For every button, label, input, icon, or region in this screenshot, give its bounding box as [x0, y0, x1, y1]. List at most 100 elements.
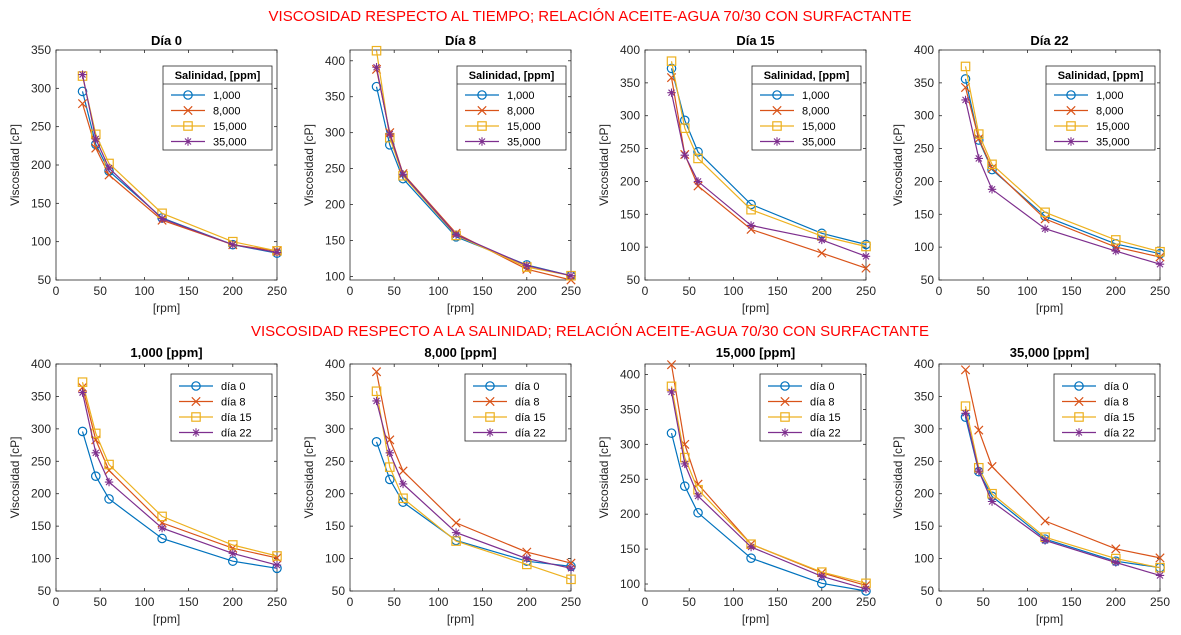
y-axis-label: Viscosidad [cP]: [597, 437, 611, 519]
data-point: [398, 170, 408, 179]
data-point: [693, 491, 703, 501]
legend-entry: día 8: [1104, 397, 1128, 409]
data-point: [1040, 207, 1050, 218]
series-line: [375, 400, 572, 569]
subplot-7: 15,000 [ppm] 0 50 100 150 200 250 100 150 200 250 3…: [597, 345, 876, 626]
x-tick-label: 150: [473, 284, 493, 298]
legend-box: [170, 373, 273, 442]
x-tick-label: 200: [1106, 284, 1126, 298]
subplot-8: 35,000 [ppm]0 50 100 150 200 2505010015020025…: [891, 345, 1170, 626]
legend-box: [1053, 373, 1156, 442]
data-point: [451, 518, 461, 528]
x-tick-label: 50: [94, 595, 108, 609]
x-tick-label: 50: [388, 284, 402, 298]
data-point: [1155, 553, 1165, 563]
y-tick-label: 200: [325, 487, 345, 501]
legend-entry: día 0: [515, 381, 539, 393]
data-point: [1155, 246, 1165, 257]
legend-marker: [1074, 428, 1084, 437]
y-tick-label: 150: [31, 196, 51, 210]
x-tick-label: 200: [223, 595, 243, 609]
legend-marker: [1066, 90, 1076, 100]
x-tick-label: 200: [517, 284, 537, 298]
x-tick-label: 200: [517, 595, 537, 609]
legend-entry: día 0: [810, 381, 834, 393]
y-tick-label: 50: [921, 273, 935, 287]
legend-marker: [1074, 412, 1084, 422]
y-tick-label: 50: [38, 273, 52, 287]
data-point: [746, 199, 756, 210]
data-point: [272, 560, 282, 570]
x-axis-label: [rpm]: [742, 612, 769, 626]
legend-entry: 8,000: [1096, 106, 1124, 118]
data-point: [817, 248, 827, 258]
legend-entry: día 8: [221, 397, 245, 409]
x-tick-label: 0: [936, 284, 943, 298]
legend-marker: [477, 105, 487, 116]
data-point: [693, 147, 703, 157]
series-line: [670, 77, 867, 269]
data-point: [987, 185, 997, 194]
y-tick-label: 250: [914, 454, 934, 468]
data-point: [666, 360, 677, 370]
series-4: [667, 387, 871, 594]
x-tick-label: 150: [1062, 284, 1082, 298]
data-point: [272, 248, 282, 257]
data-point: [861, 241, 871, 252]
data-point: [104, 459, 114, 470]
y-tick-label: 100: [620, 240, 640, 254]
data-point: [78, 70, 87, 79]
data-point: [746, 542, 756, 552]
data-point: [228, 240, 237, 249]
data-point: [680, 459, 689, 469]
legend-marker: [191, 428, 201, 437]
legend-marker: [477, 121, 487, 131]
data-point: [566, 564, 576, 573]
data-point: [1111, 246, 1120, 256]
series-line: [81, 387, 278, 559]
y-tick-label: 200: [31, 487, 51, 501]
x-tick-label: 200: [223, 284, 243, 298]
y-tick-label: 250: [325, 454, 345, 468]
y-tick-label: 200: [914, 487, 934, 501]
y-tick-label: 300: [31, 422, 51, 436]
series-4: [961, 95, 1165, 269]
series-3: [666, 56, 871, 252]
data-point: [1040, 224, 1050, 233]
legend-marker: [1066, 105, 1076, 116]
y-tick-label: 300: [620, 109, 640, 123]
data-point: [1155, 260, 1165, 269]
data-point: [861, 584, 871, 594]
legend: Salinidad, [ppm] 1,000 8,000 15,000 35,000: [456, 65, 567, 151]
y-tick-label: 400: [914, 43, 934, 57]
y-tick-label: 300: [31, 81, 51, 95]
data-point: [973, 129, 984, 139]
data-point: [104, 170, 114, 180]
x-axis-label: [rpm]: [153, 612, 180, 626]
subplot-5: 1,000 [ppm]0 50 100 150 200 25050100150200250…: [8, 345, 287, 626]
y-tick-label: 100: [620, 577, 640, 591]
legend-entry: día 22: [1104, 428, 1135, 440]
data-point: [384, 474, 395, 485]
series-line: [964, 66, 1161, 253]
data-point: [746, 553, 756, 563]
legend-title: Salinidad, [ppm]: [469, 70, 555, 82]
y-tick-label: 150: [914, 519, 934, 533]
data-point: [666, 428, 677, 438]
x-tick-label: 50: [683, 595, 697, 609]
legend-entry: 15,000: [213, 121, 247, 133]
series-line: [375, 441, 572, 567]
x-axis-label: [rpm]: [742, 301, 769, 315]
y-tick-label: 250: [914, 142, 934, 156]
data-point: [522, 261, 531, 270]
data-point: [961, 95, 970, 105]
data-point: [1155, 571, 1165, 580]
suptitle-bottom: VISCOSIDAD RESPECTO A LA SALINIDAD; RELA…: [251, 323, 929, 340]
data-point: [861, 263, 871, 273]
suptitle-top: VISCOSIDAD RESPECTO AL TIEMPO; RELACIÓN …: [269, 8, 912, 25]
data-point: [974, 154, 983, 163]
x-tick-label: 150: [768, 284, 788, 298]
x-tick-label: 150: [473, 595, 493, 609]
data-point: [228, 549, 237, 558]
